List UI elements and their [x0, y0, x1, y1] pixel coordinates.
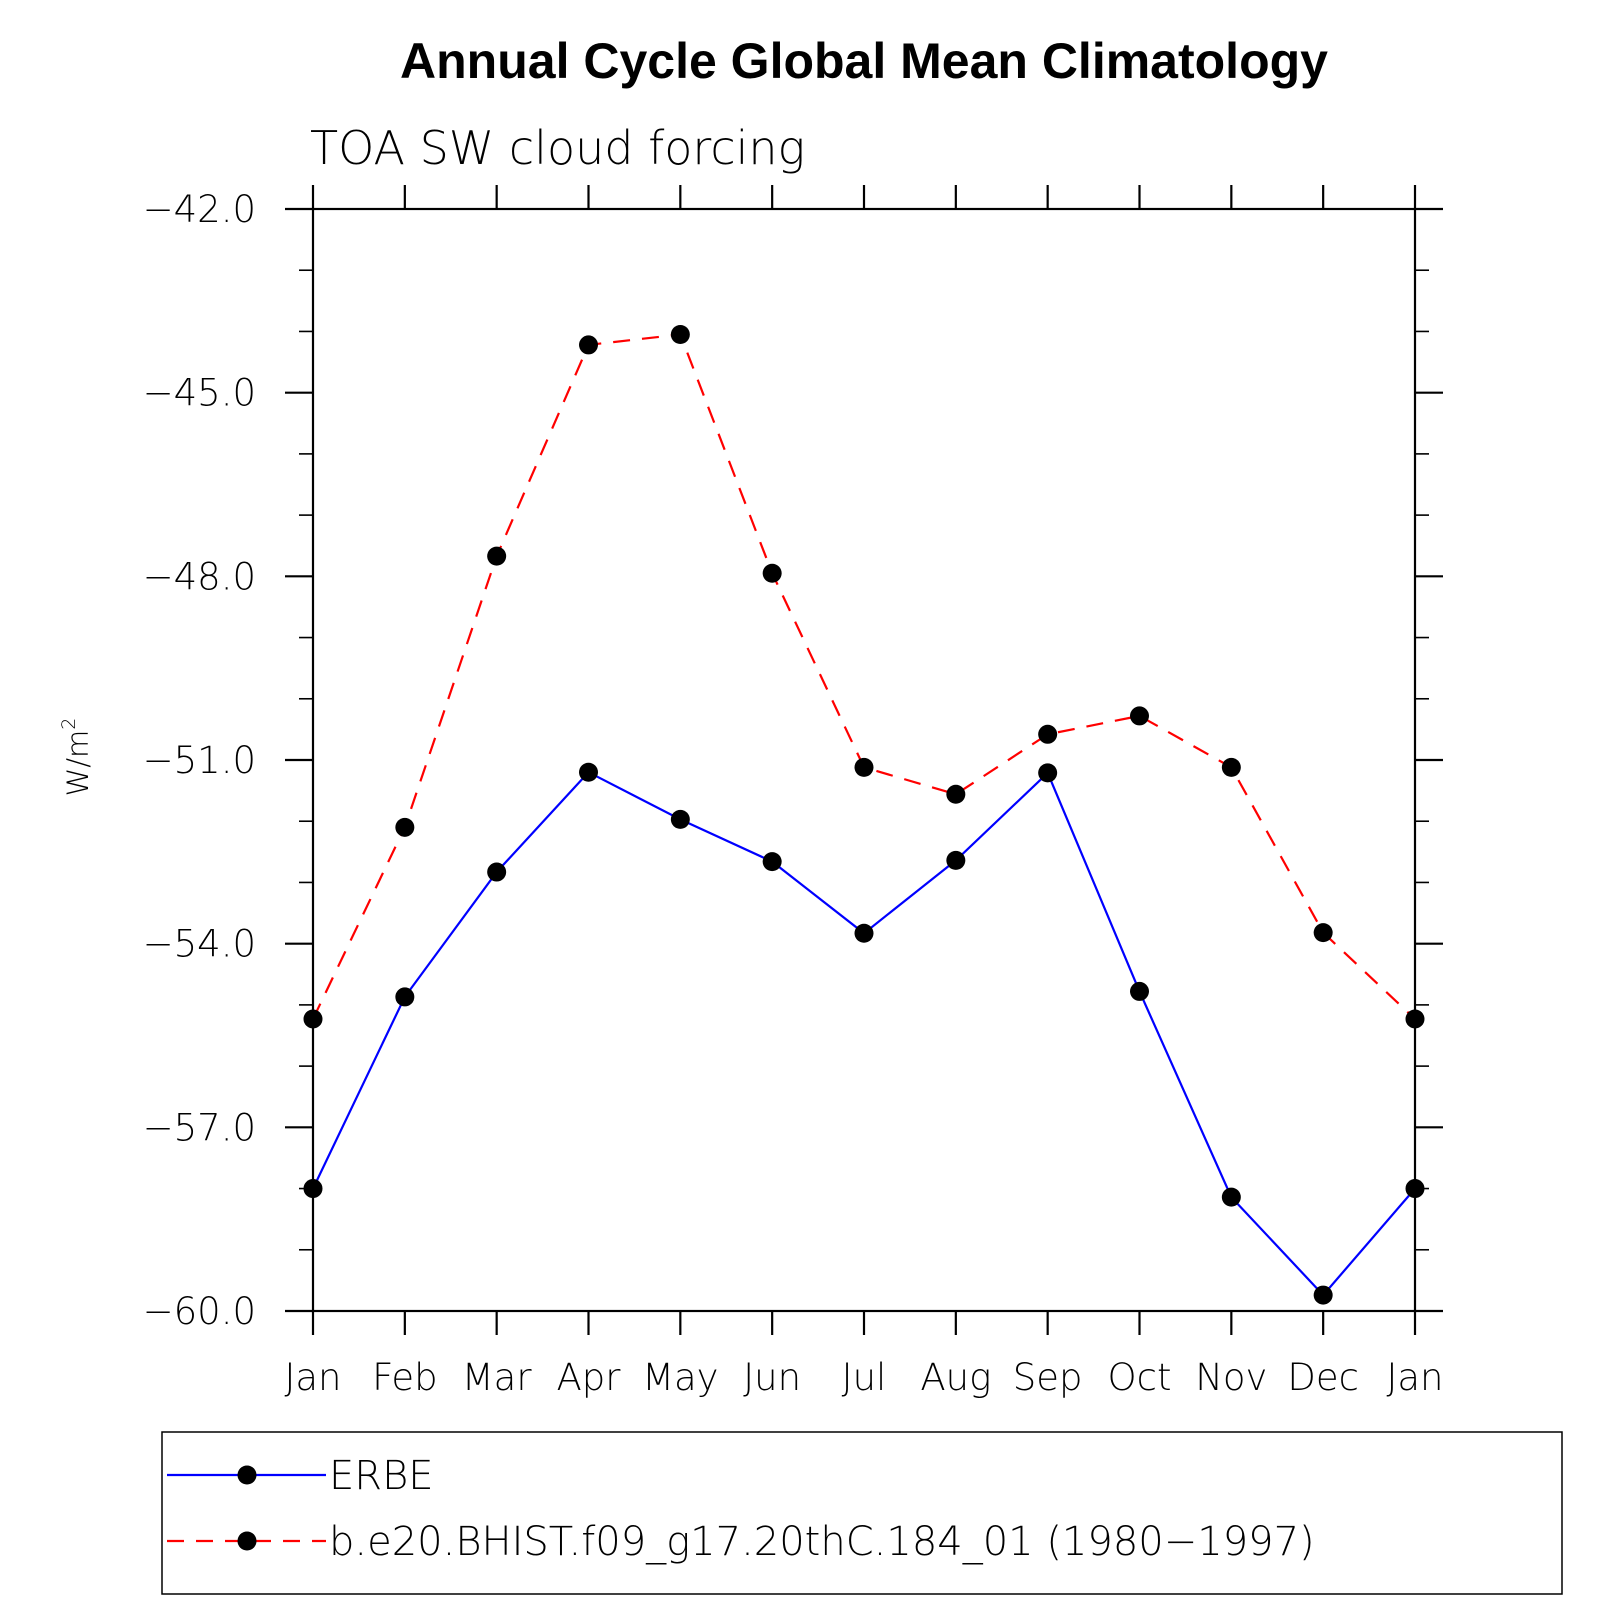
data-point-erbe [670, 809, 690, 829]
x-tick-label: Jul [842, 1356, 887, 1399]
legend-label-model: b.e20.BHIST.f09_g17.20thC.184_01 (1980−1… [329, 1519, 1315, 1565]
x-tick-label: Sep [1013, 1356, 1083, 1399]
data-point-erbe [854, 923, 874, 943]
data-point-erbe [762, 852, 782, 872]
chart-title: Annual Cycle Global Mean Climatology [400, 33, 1328, 89]
x-tick-label: Jun [743, 1356, 801, 1399]
x-tick-label: Jan [284, 1356, 341, 1399]
series-line-model [312, 333, 1416, 1020]
x-tick-label: Apr [556, 1356, 621, 1399]
data-point-erbe [1405, 1179, 1425, 1199]
x-tick-label: May [642, 1356, 719, 1399]
y-tick-label: −60.0 [143, 1290, 256, 1333]
data-point-model [854, 757, 874, 777]
data-point-model [946, 784, 966, 804]
x-tick-label: Nov [1195, 1356, 1267, 1399]
legend-marker-erbe [237, 1465, 257, 1485]
y-axis-label: W/m2 [58, 718, 95, 797]
data-point-erbe [579, 762, 598, 782]
y-tick-label: −42.0 [143, 188, 256, 231]
data-point-model [395, 817, 415, 837]
x-tick-label: Aug [920, 1356, 991, 1399]
y-tick-label: −51.0 [143, 739, 256, 782]
legend-label-erbe: ERBE [329, 1453, 434, 1499]
data-point-erbe [1038, 763, 1058, 783]
y-axis-label-unit: W/m [61, 730, 95, 797]
data-point-model [670, 325, 690, 345]
legend-marker-model [237, 1531, 257, 1551]
data-point-erbe [1130, 981, 1149, 1001]
data-point-model [487, 546, 507, 566]
chart-subtitle: TOA SW cloud forcing [310, 121, 805, 175]
x-tick-label: Mar [462, 1356, 533, 1399]
x-tick-label: Oct [1108, 1356, 1172, 1399]
series-line-erbe [312, 770, 1416, 1297]
data-point-erbe [303, 1179, 323, 1199]
y-axis-label-exponent: 2 [58, 718, 80, 730]
data-point-erbe [1221, 1187, 1241, 1207]
data-point-model [1038, 724, 1058, 744]
axes: Jan Feb Mar Apr May Jun Jul Aug Sep Oct Nov Dec Jan−… [143, 185, 1444, 1399]
data-point-model [1130, 706, 1149, 726]
data-point-erbe [487, 862, 507, 882]
y-tick-label: −45.0 [143, 372, 256, 415]
x-tick-label: Feb [372, 1356, 438, 1399]
x-tick-label: Jan [1386, 1356, 1443, 1399]
legend-box [161, 1431, 1563, 1595]
x-tick-label: Dec [1287, 1356, 1359, 1399]
data-point-erbe [1313, 1285, 1333, 1305]
data-point-model [579, 335, 598, 355]
data-point-model [1405, 1009, 1425, 1029]
data-point-model [303, 1009, 323, 1029]
data-point-model [1221, 757, 1241, 777]
y-tick-label: −57.0 [143, 1106, 256, 1149]
data-point-erbe [395, 987, 415, 1007]
legend: ERBE b.e20.BHIST.f09_g17.20thC.184_01 (1… [161, 1431, 1563, 1595]
data-point-model [762, 563, 782, 583]
svg-text:W/m2: W/m2 [58, 718, 95, 797]
data-point-model [1313, 923, 1333, 943]
y-tick-label: −54.0 [143, 923, 256, 966]
data-point-erbe [946, 850, 966, 870]
series-layer [303, 325, 1425, 1305]
y-tick-label: −48.0 [143, 555, 256, 598]
